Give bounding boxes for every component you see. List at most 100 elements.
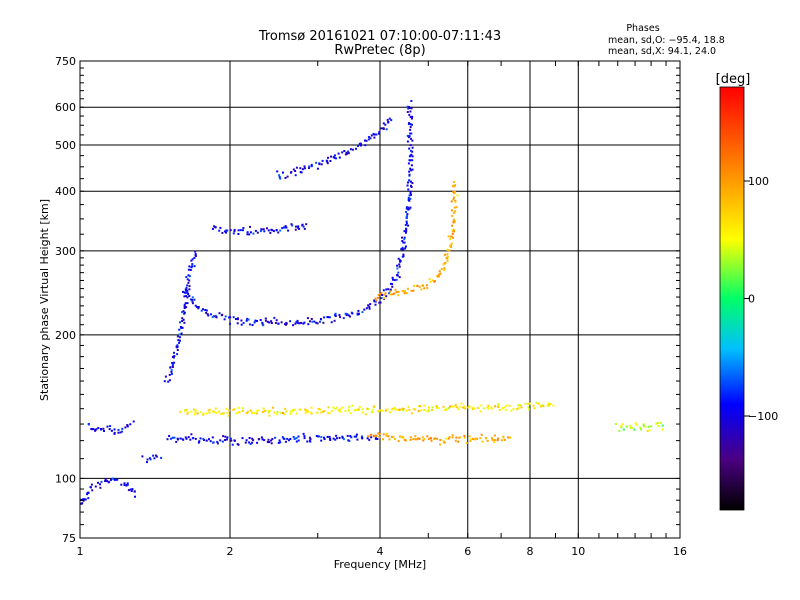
echo-point [330,410,333,413]
echo-point [285,226,288,229]
echo-point [256,441,259,444]
echo-point [494,405,497,408]
echo-point [392,435,395,438]
echo-point [225,407,228,410]
echo-point [236,317,239,320]
echo-point [425,284,428,287]
echo-point [344,153,347,156]
echo-point [212,441,215,444]
echo-point [342,317,345,320]
echo-point [224,315,227,318]
echo-point [547,402,550,405]
echo-point [408,122,410,125]
echo-point [656,421,659,424]
echo-point [303,165,306,168]
echo-point [371,411,374,414]
echo-point [121,427,124,430]
echo-point [373,405,376,408]
echo-point [539,405,542,408]
echo-point [224,435,227,438]
echo-point [261,438,264,441]
echo-point [206,313,209,316]
echo-point [417,437,420,440]
echo-point [378,130,381,133]
echo-point [433,280,436,283]
y-tick-label: 300 [55,245,76,258]
echo-point [310,165,313,168]
echo-point [408,207,411,210]
echo-point [464,407,467,410]
echo-point [463,436,466,439]
echo-point [382,438,384,441]
echo-point [268,321,271,324]
echo-point [171,355,174,358]
echo-point [633,428,636,431]
echo-point [385,128,388,131]
echo-point [242,409,244,412]
echo-point [497,406,500,408]
echo-point [190,433,193,436]
echo-point [307,410,310,413]
echo-point [484,437,487,440]
echo-point [405,206,408,209]
phase-stats-o: mean, sd,O: −95.4, 18.8 [608,35,725,46]
echo-point [446,248,449,251]
echo-point [409,128,412,131]
echo-point [426,410,429,413]
echo-point [408,147,411,150]
echo-point [479,437,482,440]
echo-point [380,297,383,300]
echo-point [319,318,322,321]
echo-point [289,320,292,323]
echo-point [391,435,393,438]
echo-point [398,263,401,266]
echo-point [117,431,120,434]
echo-point [242,322,245,324]
echo-point [303,321,306,324]
echo-point [286,437,289,440]
echo-point [418,405,421,408]
echo-point [382,289,385,292]
echo-point [290,171,293,174]
echo-point [548,403,551,406]
echo-point [185,306,188,309]
echo-point [446,255,449,258]
echo-point [449,238,452,241]
echo-point [247,318,250,321]
echo-point [410,149,412,152]
echo-point [408,173,411,176]
echo-point [126,483,129,486]
echo-point [507,436,510,439]
echo-point [183,321,186,324]
echo-point [171,364,174,367]
echo-point [330,321,333,324]
echo-point [90,483,93,486]
echo-point [170,370,173,373]
echo-point [480,433,483,436]
echo-point [442,405,445,408]
echo-point [184,302,187,305]
echo-point [126,482,129,485]
echo-point [410,132,413,135]
echo-point [415,438,418,441]
echo-point [177,438,179,441]
echo-point [279,229,282,232]
echo-point [268,409,271,412]
echo-point [377,410,380,413]
echo-point [264,319,267,322]
echo-point [348,405,351,408]
echo-point [426,287,429,290]
echo-point [409,438,412,441]
echo-point [190,259,193,262]
echo-point [336,406,338,409]
echo-point [310,318,313,320]
echo-point [374,437,377,440]
echo-point [384,123,387,126]
echo-point [228,316,230,319]
echo-point [406,105,409,108]
echo-point [377,432,380,435]
echo-point [379,409,382,412]
echo-point [229,322,231,325]
echo-point [148,457,151,460]
echo-point [382,128,385,130]
